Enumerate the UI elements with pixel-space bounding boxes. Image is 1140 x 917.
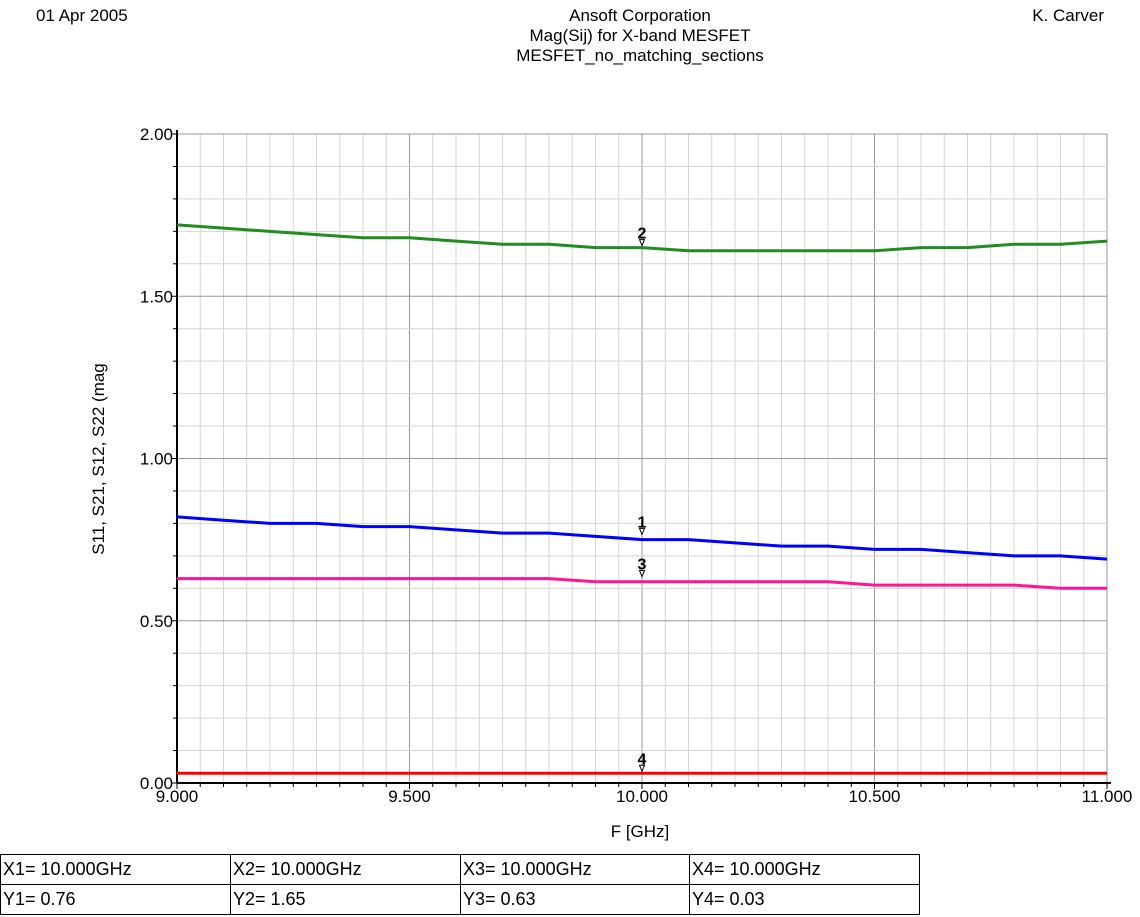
tick-labels: 0.00 0.50 1.00 1.50 2.00 9.000 9.500 10.000 10.5… (140, 125, 1132, 806)
y-axis-label: S11, S21, S12, S22 (mag (89, 363, 108, 555)
marker-4-pointer (638, 764, 646, 773)
marker-3-label: 3 (638, 557, 647, 574)
author-text: K. Carver (1032, 6, 1104, 25)
y-tick-label: 1.50 (140, 287, 173, 306)
marker-4-label: 4 (638, 751, 647, 768)
title-block: Ansoft Corporation Mag(Sij) for X-band M… (0, 6, 1140, 66)
grid-lines (176, 133, 1108, 784)
marker-2-y: Y2= 1.65 (230, 884, 461, 915)
x-tick-label: 10.000 (616, 787, 668, 806)
marker-3-pointer (638, 570, 646, 578)
y-tick-label: 1.00 (140, 450, 173, 469)
x-tick-label: 10.500 (849, 787, 901, 806)
marker-y-row: Y1= 0.76 Y2= 1.65 Y3= 0.63 Y4= 0.03 (0, 884, 920, 915)
y-tick-label: 2.00 (140, 125, 173, 144)
series-line-1 (176, 515, 1108, 561)
marker-2-label: 2 (638, 226, 647, 243)
axes (176, 130, 1111, 784)
marker-x-row: X1= 10.000GHz X2= 10.000GHz X3= 10.000GH… (0, 854, 920, 885)
marker-readout-table: X1= 10.000GHz X2= 10.000GHz X3= 10.000GH… (0, 854, 920, 915)
chart-title: Mag(Sij) for X-band MESFET (529, 26, 751, 45)
x-tick-label: 9.500 (388, 787, 431, 806)
marker-1-label: 1 (638, 514, 647, 531)
marker-2-pointer (638, 239, 646, 247)
marker-4-x: X4= 10.000GHz (689, 854, 920, 885)
y-tick-label: 0.00 (140, 774, 173, 793)
x-tick-label: 11.000 (1082, 787, 1133, 806)
chart-subtitle: MESFET_no_matching_sections (516, 46, 764, 65)
series-line-2 (176, 223, 1108, 253)
marker-3-x: X3= 10.000GHz (460, 854, 690, 885)
date-text: 01 Apr 2005 (36, 6, 128, 25)
marker-4-y: Y4= 0.03 (689, 884, 920, 915)
marker-2-x: X2= 10.000GHz (230, 854, 461, 885)
marker-1-x: X1= 10.000GHz (0, 854, 231, 885)
marker-3-y: Y3= 0.63 (460, 884, 690, 915)
y-tick-label: 0.50 (140, 612, 173, 631)
mag-sij-chart: 1 2 3 4 0.00 0.50 1.00 1.50 2.00 9.000 9.500 10.00… (89, 125, 1132, 841)
series-group (176, 223, 1108, 775)
x-axis-label: F [GHz] (611, 822, 670, 841)
markers-group: 1 2 3 4 (638, 226, 647, 773)
marker-1-y: Y1= 0.76 (0, 884, 231, 915)
marker-1-pointer (638, 527, 646, 536)
company-name: Ansoft Corporation (569, 6, 711, 25)
x-tick-label: 9.000 (156, 787, 199, 806)
series-line-3 (177, 577, 1107, 590)
